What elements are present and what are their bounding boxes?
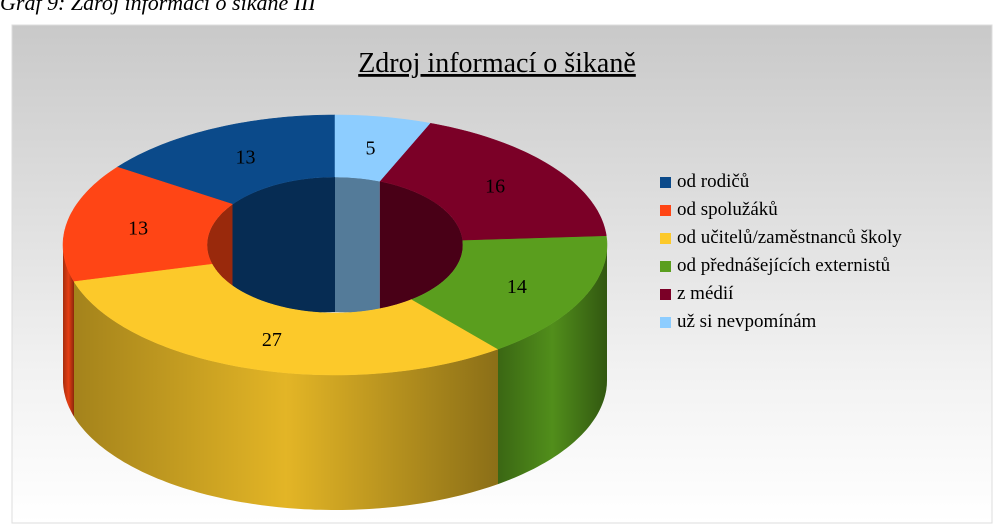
slice: [334, 114, 431, 182]
slice-side-shade: [63, 245, 74, 417]
data-label: 13: [235, 146, 255, 168]
caption: Graf 9: Zdroj informací o šikaně III: [0, 0, 317, 15]
chart-title: Zdroj informací o šikaně: [358, 48, 636, 79]
inner-wall-shade: [232, 177, 335, 313]
inner-wall: [232, 177, 335, 313]
legend-item: od spolužáků: [660, 198, 980, 222]
legend-swatch: [660, 317, 671, 328]
legend-swatch: [660, 233, 671, 244]
legend-label: od přednášejících externistů: [677, 255, 891, 276]
legend-swatch: [660, 205, 671, 216]
legend-label: od rodičů: [677, 171, 750, 192]
data-label: 5: [366, 138, 376, 160]
legend-item: z médií: [660, 282, 980, 306]
inner-wall-shade: [379, 181, 463, 313]
legend-swatch: [660, 289, 671, 300]
data-label: 13: [128, 217, 148, 239]
data-label: 27: [262, 329, 282, 351]
legend-item: už si nevpomínám: [660, 310, 980, 334]
legend-label: z médií: [677, 283, 734, 304]
legend-label: od učitelů/zaměstnanců školy: [677, 227, 902, 248]
legend-swatch: [660, 177, 671, 188]
slice-side-shade: [74, 281, 498, 510]
legend: od rodičů od spolužáků od učitelů/zaměstna…: [660, 170, 980, 338]
legend-swatch: [660, 261, 671, 272]
data-label: 14: [507, 276, 527, 298]
slice-side-shade: [498, 245, 607, 485]
legend-label: od spolužáků: [677, 199, 778, 220]
legend-label: už si nevpomínám: [677, 311, 817, 332]
legend-item: od přednášejících externistů: [660, 254, 980, 278]
inner-wall-shade: [335, 177, 380, 313]
inner-wall: [335, 177, 380, 313]
data-label: 16: [485, 176, 505, 198]
legend-item: od učitelů/zaměstnanců školy: [660, 226, 980, 250]
inner-wall: [379, 181, 463, 313]
legend-item: od rodičů: [660, 170, 980, 194]
